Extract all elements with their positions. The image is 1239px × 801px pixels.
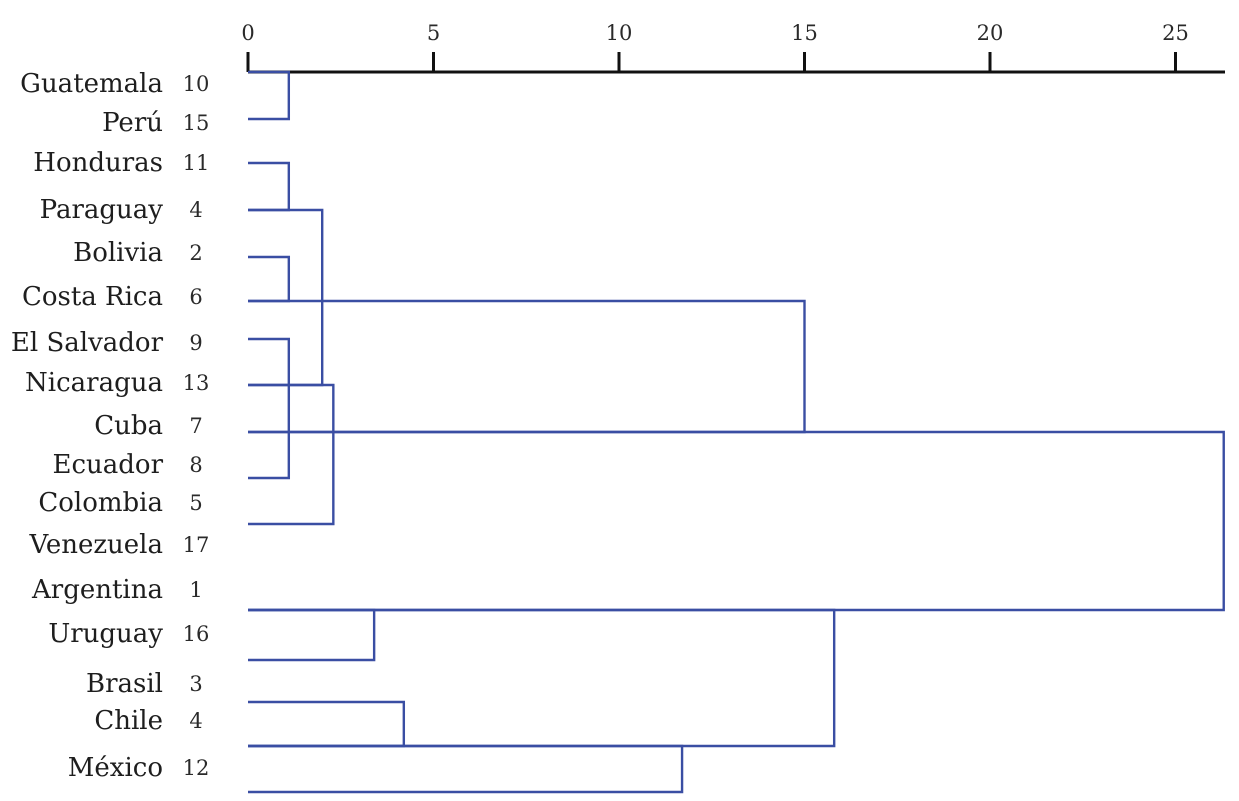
leaf-label: Cuba bbox=[94, 411, 163, 441]
x-tick-label-15: 15 bbox=[791, 21, 818, 45]
merge-link bbox=[248, 430, 1225, 612]
leaf-label: Honduras bbox=[33, 148, 163, 178]
leaf-case-number: 4 bbox=[189, 709, 202, 733]
leaf-case-number: 13 bbox=[183, 371, 210, 395]
leaf-case-number: 9 bbox=[189, 331, 202, 355]
merge-link bbox=[248, 383, 335, 526]
leaf-label: Nicaragua bbox=[25, 368, 163, 398]
leaf-label: Costa Rica bbox=[22, 282, 163, 312]
leaf-label: Uruguay bbox=[48, 619, 163, 649]
leaf-label: México bbox=[68, 753, 163, 783]
x-tick-label-10: 10 bbox=[606, 21, 633, 45]
leaf-case-number: 16 bbox=[183, 622, 210, 646]
leaf-case-number: 8 bbox=[189, 453, 202, 477]
dendrogram-links bbox=[248, 70, 1225, 794]
leaf-label: Brasil bbox=[86, 669, 163, 699]
leaf-case-number: 11 bbox=[183, 151, 210, 175]
merge-link bbox=[248, 161, 291, 212]
merge-link bbox=[248, 70, 291, 121]
leaf-label: Bolivia bbox=[73, 238, 163, 268]
leaf-case-number: 1 bbox=[189, 578, 202, 602]
merge-link bbox=[248, 700, 406, 748]
leaf-label: Guatemala bbox=[20, 69, 163, 99]
leaf-label: Colombia bbox=[38, 488, 163, 518]
leaf-label: Chile bbox=[94, 706, 163, 736]
leaf-case-number: 6 bbox=[189, 285, 202, 309]
leaf-label: El Salvador bbox=[11, 328, 164, 358]
leaf-label: Paraguay bbox=[40, 195, 164, 225]
leaf-case-number: 10 bbox=[183, 72, 210, 96]
leaf-case-number: 4 bbox=[189, 198, 202, 222]
merge-link bbox=[248, 299, 806, 434]
leaf-label: Ecuador bbox=[52, 450, 163, 480]
merge-link bbox=[248, 608, 376, 662]
x-tick-label-0: 0 bbox=[241, 21, 254, 45]
leaf-label: Perú bbox=[102, 108, 163, 138]
merge-link bbox=[248, 744, 684, 794]
merge-link bbox=[248, 255, 291, 303]
merge-link bbox=[248, 337, 291, 480]
leaf-case-number: 3 bbox=[189, 672, 202, 696]
leaf-case-number: 15 bbox=[183, 111, 210, 135]
x-tick-label-25: 25 bbox=[1162, 21, 1189, 45]
x-tick-label-5: 5 bbox=[427, 21, 440, 45]
leaf-label: Argentina bbox=[31, 575, 163, 605]
leaf-case-number: 17 bbox=[183, 533, 210, 557]
leaf-case-number: 5 bbox=[189, 491, 202, 515]
merge-link bbox=[248, 608, 836, 748]
leaf-case-number: 2 bbox=[189, 241, 202, 265]
x-axis-ticks: 0 5 10 15 20 25 bbox=[241, 21, 1189, 72]
merge-link bbox=[248, 208, 324, 387]
leaf-label: Venezuela bbox=[28, 530, 163, 560]
leaf-case-number: 12 bbox=[183, 756, 210, 780]
x-tick-label-20: 20 bbox=[977, 21, 1004, 45]
leaf-case-number: 7 bbox=[189, 414, 202, 438]
